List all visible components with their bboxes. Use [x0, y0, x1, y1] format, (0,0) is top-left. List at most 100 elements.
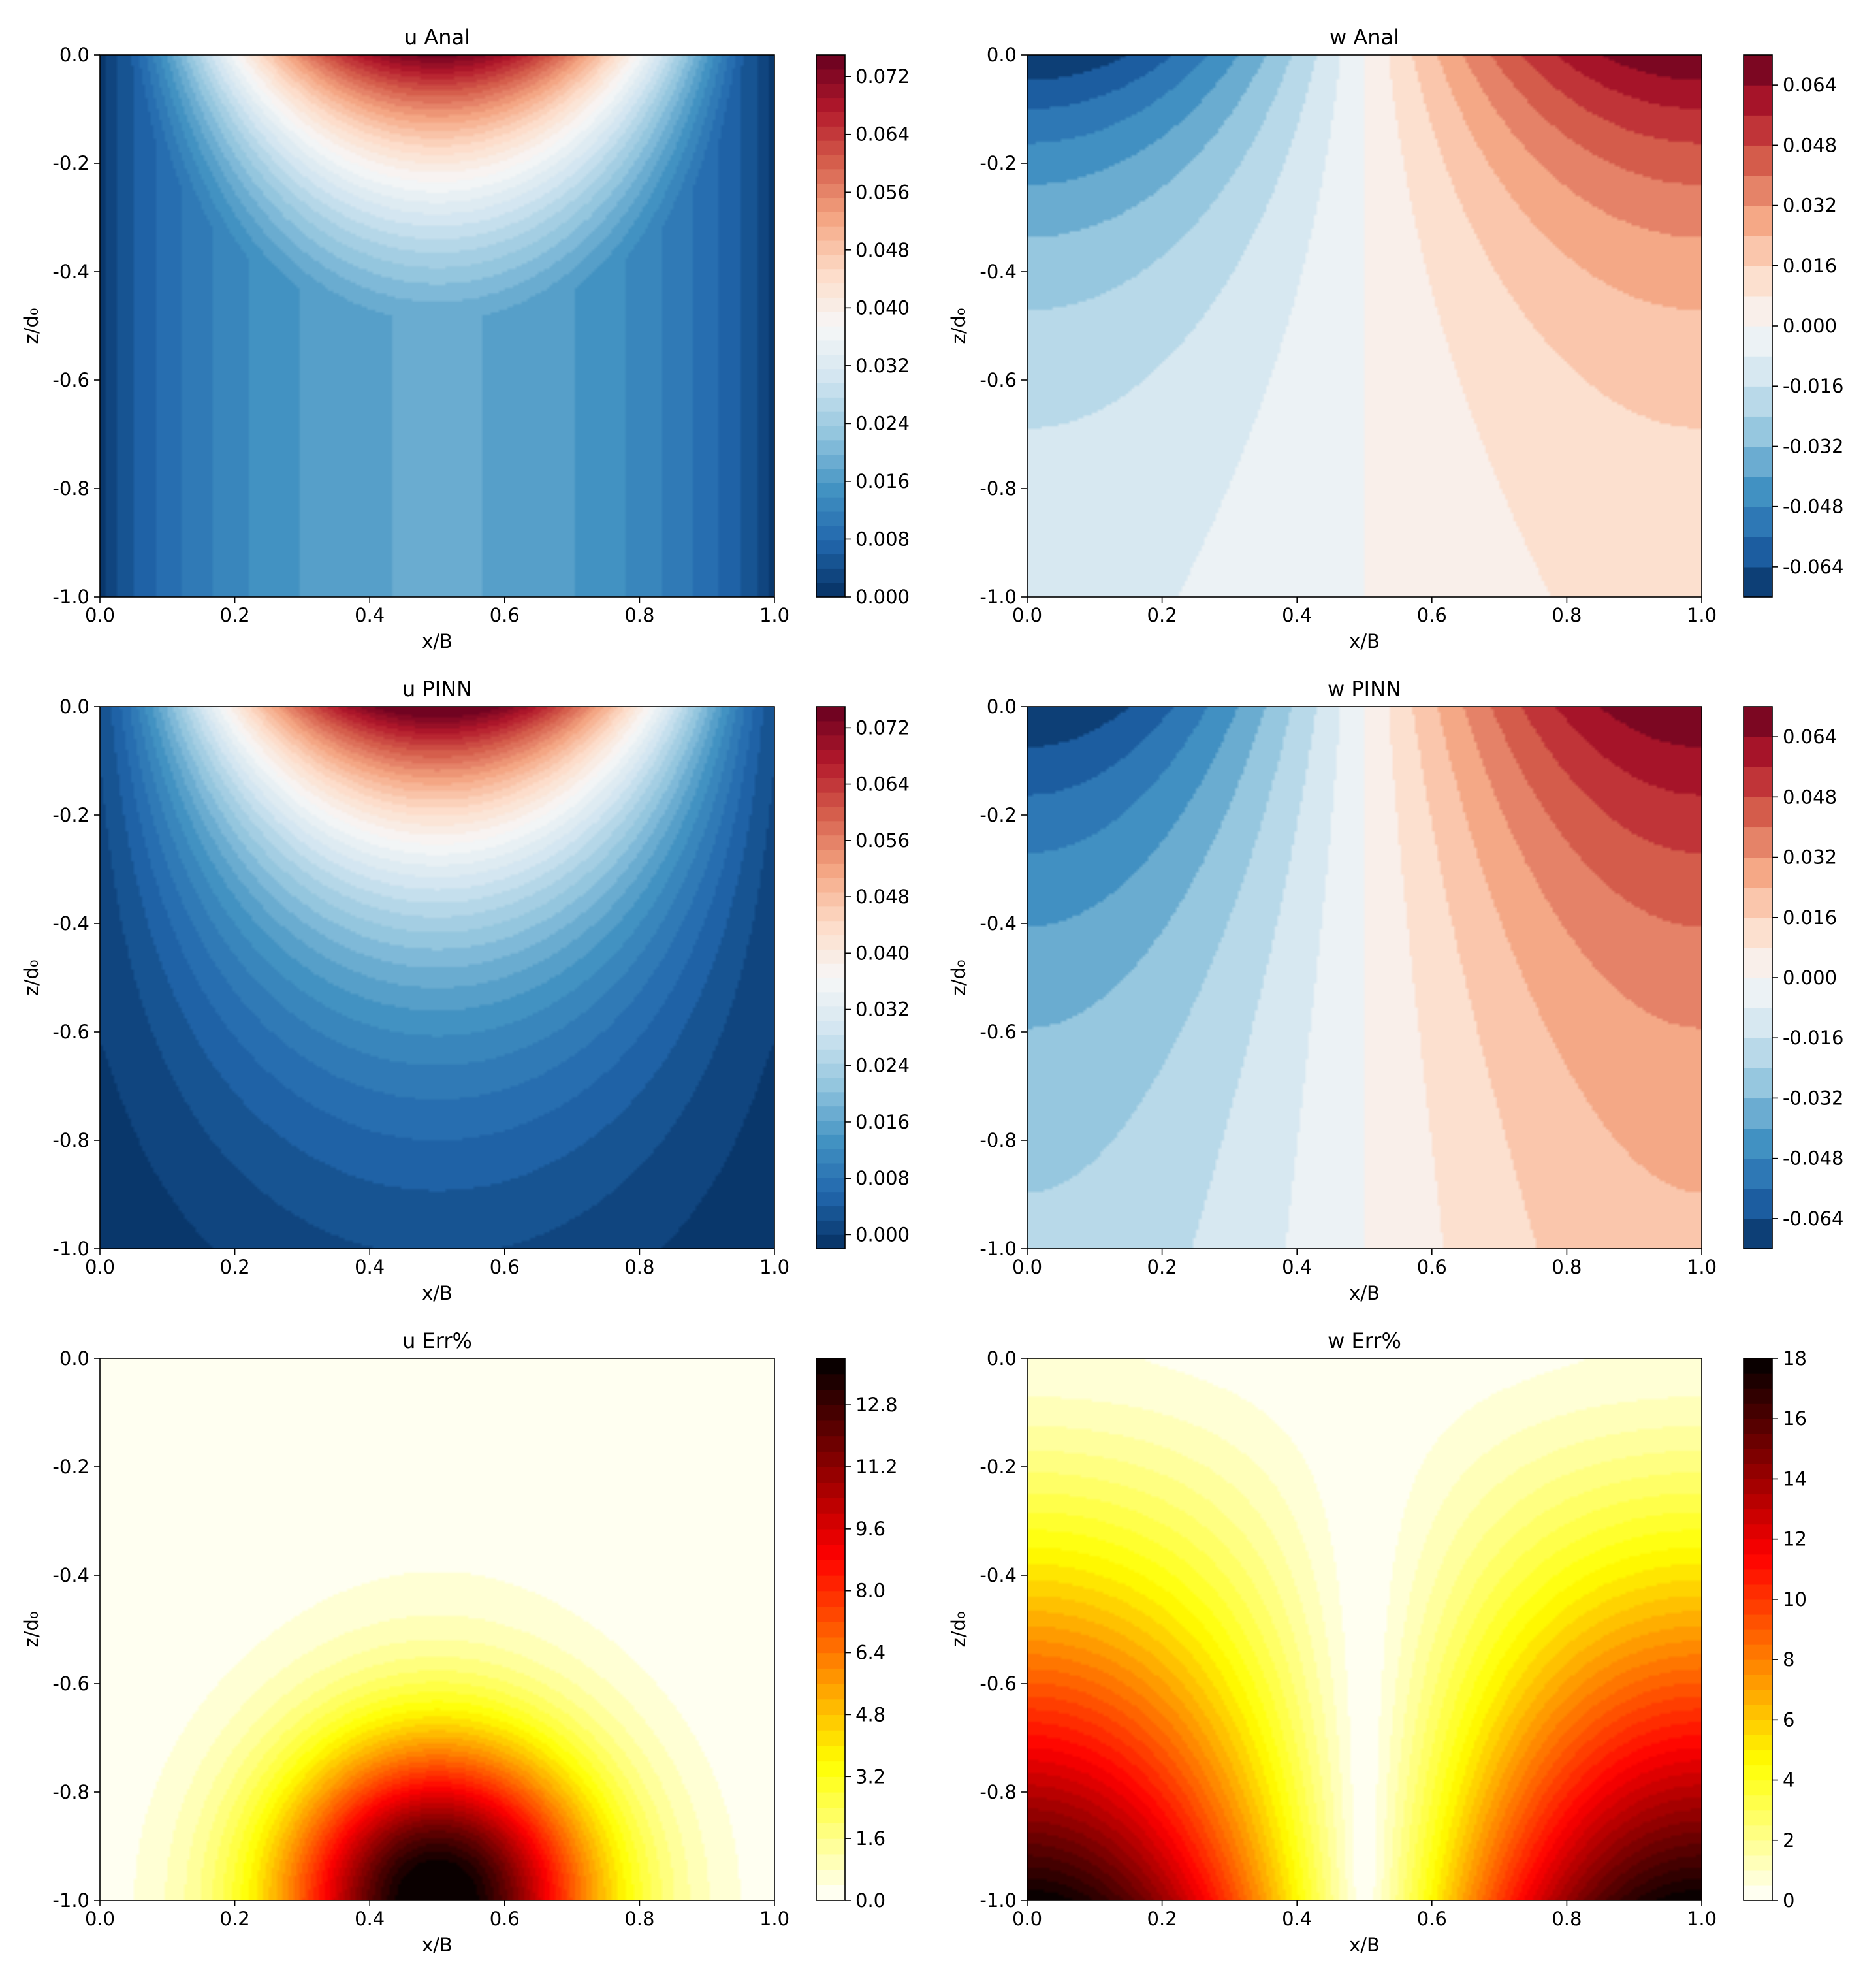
u-pinn-colorbar-level [816, 1234, 845, 1249]
w-err-colorbar-level [1744, 1825, 1772, 1841]
u-err-colorbar-level [816, 1885, 845, 1901]
w-err-colorbar-level [1744, 1599, 1772, 1615]
u-anal-xtick-label: 0.4 [355, 604, 385, 626]
w-pinn-colorbar-level [1744, 737, 1772, 767]
u-pinn-colorbar-level [816, 891, 845, 907]
u-err-colorbar-level [816, 1482, 845, 1499]
w-pinn-colorbar-level [1744, 1068, 1772, 1099]
w-pinn-colorbar-level [1744, 917, 1772, 948]
u-pinn-colorbar-level [816, 1162, 845, 1178]
u-anal-ytick-label: 0.0 [59, 44, 89, 66]
w-err-ytick-label: -0.8 [979, 1781, 1017, 1803]
w-err-ytick-label: -0.2 [979, 1456, 1017, 1478]
u-err-colorbar-tick-label: 9.6 [855, 1518, 885, 1540]
w-pinn-colorbar-level [1744, 767, 1772, 797]
w-err-colorbar-level [1744, 1434, 1772, 1449]
u-anal-colorbar-level [816, 226, 845, 241]
u-err-xtick-label: 0.4 [355, 1908, 385, 1930]
u-err-plot-frame [99, 1358, 775, 1901]
w-pinn-colorbar-level [1744, 797, 1772, 828]
w-anal-colorbar-level [1744, 145, 1772, 176]
u-err-colorbar: 0.0 1.6 3.2 4.8 6.4 8.0 9.6 11.2 12.8 [816, 1358, 898, 1912]
w-err-colorbar-level [1744, 1373, 1772, 1389]
u-err-chart: u Err% 0.0 0.2 0.4 0.6 0.8 1.0 x/B 0.0 -0.2 -0.4 -0… [20, 1328, 898, 1956]
u-err-colorbar-frame [816, 1358, 846, 1901]
u-anal-colorbar-level [816, 568, 845, 583]
w-err-contour-field [1027, 1358, 1702, 1900]
u-anal-ytick-label: -0.6 [52, 369, 89, 391]
u-pinn-colorbar-level [816, 1149, 845, 1164]
u-pinn-colorbar-level [816, 978, 845, 993]
u-anal-colorbar-level [816, 497, 845, 512]
w-pinn-colorbar: -0.064 -0.048 -0.032 -0.016 0.000 0.016 0.032 0… [1743, 706, 1844, 1249]
u-anal-colorbar-level [816, 525, 845, 541]
u-err-colorbar-level [816, 1823, 845, 1839]
u-err-colorbar-level [816, 1745, 845, 1762]
u-pinn-colorbar-level [816, 906, 845, 922]
w-err-ytick-label: -0.6 [979, 1673, 1017, 1695]
w-err-colorbar-level [1744, 1464, 1772, 1480]
u-anal-colorbar-level [816, 140, 845, 155]
w-err-colorbar-level [1744, 1810, 1772, 1826]
u-anal-colorbar-level [816, 326, 845, 341]
u-err-ytick-label: -0.4 [52, 1564, 89, 1586]
u-anal-colorbar-level [816, 297, 845, 312]
u-pinn-xtick-label: 0.0 [85, 1256, 115, 1278]
u-pinn-colorbar-level [816, 735, 845, 750]
u-pinn-colorbar-level [816, 820, 845, 836]
u-err-colorbar-level [816, 1761, 845, 1777]
u-pinn-xtick-label: 0.2 [220, 1256, 250, 1278]
u-anal-colorbar-level [816, 268, 845, 284]
w-anal-colorbar: -0.064 -0.048 -0.032 -0.016 0.000 0.016 0.032 0… [1743, 54, 1844, 598]
u-anal-colorbar-level [816, 240, 845, 255]
w-err-colorbar-level [1744, 1358, 1772, 1374]
w-err-colorbar-level [1744, 1449, 1772, 1464]
u-err-colorbar-level [816, 1869, 845, 1885]
u-pinn-xlabel: x/B [422, 1282, 453, 1304]
w-pinn-colorbar-level [1744, 947, 1772, 978]
w-err-colorbar-level [1744, 1870, 1772, 1886]
u-anal-ytick-label: -0.8 [52, 477, 89, 500]
w-anal-colorbar-level [1744, 115, 1772, 146]
u-pinn-xtick-label: 0.6 [490, 1256, 520, 1278]
u-anal-colorbar-level [816, 454, 845, 470]
u-err-colorbar-level [816, 1358, 845, 1375]
w-anal-xtick-label: 0.4 [1282, 604, 1312, 626]
u-pinn-xtick-label: 0.4 [355, 1256, 385, 1278]
w-pinn-colorbar-tick-label: 0.016 [1783, 906, 1837, 929]
w-anal-colorbar-tick-label: -0.048 [1783, 496, 1844, 518]
u-anal-colorbar-level [816, 483, 845, 498]
u-err-colorbar-level [816, 1637, 845, 1654]
u-anal-colorbar-tick-label: 0.064 [855, 123, 910, 146]
w-pinn-ytick-label: -1.0 [979, 1238, 1017, 1260]
u-err-colorbar-level [816, 1420, 845, 1437]
w-err-colorbar-level [1744, 1539, 1772, 1555]
u-pinn-colorbar-tick-label: 0.048 [855, 886, 910, 908]
u-anal-colorbar-tick-label: 0.072 [855, 65, 910, 88]
u-pinn-colorbar-tick-label: 0.000 [855, 1223, 910, 1245]
u-anal-colorbar-level [816, 397, 845, 412]
w-err-colorbar-level [1744, 1690, 1772, 1705]
u-anal-colorbar-level [816, 440, 845, 455]
u-pinn-colorbar-level [816, 1206, 845, 1221]
w-pinn-xlabel: x/B [1349, 1282, 1380, 1304]
w-anal-xtick-label: 0.0 [1012, 604, 1042, 626]
w-err-ytick-label: 0.0 [987, 1347, 1017, 1370]
u-pinn-colorbar-level [816, 1063, 845, 1078]
u-pinn-contour-field [100, 707, 774, 1249]
u-anal-colorbar-level [816, 97, 845, 112]
u-pinn-colorbar-tick-label: 0.072 [855, 716, 910, 739]
w-pinn-ytick-label: -0.6 [979, 1021, 1017, 1043]
w-anal-colorbar-tick-label: 0.048 [1783, 134, 1837, 156]
w-err-xtick-label: 1.0 [1687, 1908, 1717, 1930]
u-anal-colorbar-level [816, 354, 845, 370]
u-anal-colorbar-frame [816, 54, 846, 598]
u-pinn-colorbar-level [816, 963, 845, 978]
w-pinn-colorbar-tick-label: -0.064 [1783, 1208, 1844, 1230]
w-anal-colorbar-level [1744, 85, 1772, 116]
u-anal-xtick-label: 1.0 [759, 604, 789, 626]
u-err-colorbar-level [816, 1575, 845, 1592]
u-pinn-colorbar-level [816, 1106, 845, 1121]
w-err-xtick-label: 0.6 [1417, 1908, 1447, 1930]
